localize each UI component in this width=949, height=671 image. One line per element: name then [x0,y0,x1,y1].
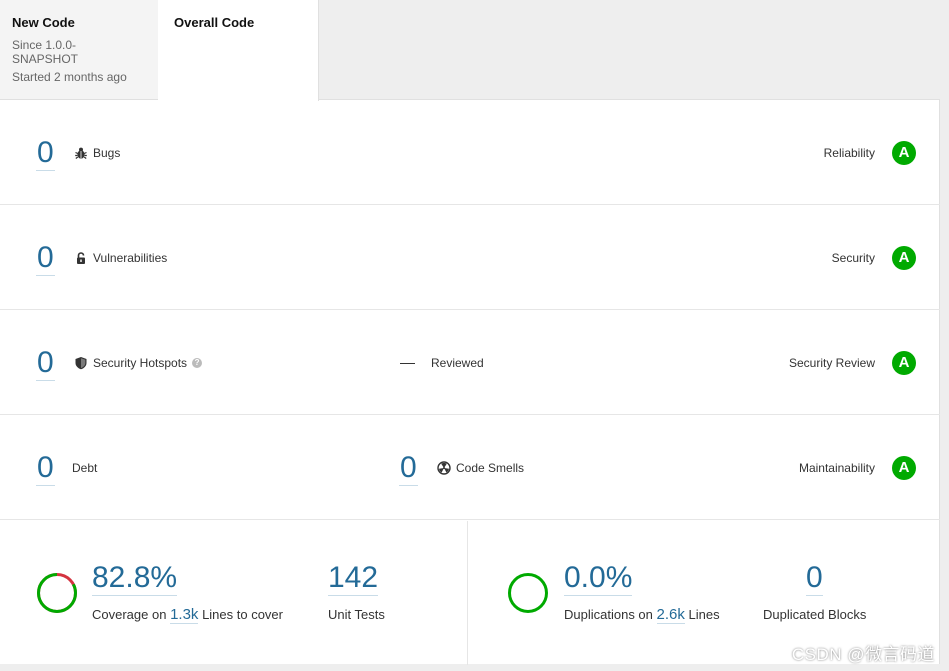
bugs-metric: Bugs [74,146,120,160]
vulnerabilities-label: Vulnerabilities [93,251,168,265]
coverage-percent[interactable]: 82.8% [92,561,178,596]
security-hotspots-count[interactable]: 0 [36,346,55,381]
security-hotspots-row: 0 Security Hotspots ? Reviewed Security … [0,310,940,415]
duplications-section: 0.0% Duplications on 2.6k Lines 0 Duplic… [468,521,940,665]
duplications-label-prefix: Duplications on [564,607,653,622]
duplicated-blocks-count[interactable]: 0 [806,561,823,596]
duplications-donut-chart [508,573,548,613]
vulnerabilities-row: 0 Vulnerabilities Security A [0,205,940,310]
bug-icon [74,146,90,160]
maintainability-label: Maintainability [798,461,875,475]
tab-new-code-started: Started 2 months ago [12,70,127,84]
reviewed-label: Reviewed [431,356,484,370]
bugs-row: 0 Bugs Reliability A [0,100,940,205]
duplications-caption: Duplications on 2.6k Lines [564,606,720,624]
code-smells-count[interactable]: 0 [399,451,418,486]
duplicated-blocks-label: Duplicated Blocks [763,607,867,622]
security-label: Security [831,251,875,265]
duplications-label-suffix: Lines [688,607,720,622]
help-icon[interactable]: ? [192,358,203,368]
tab-overall-code[interactable]: Overall Code [158,0,319,101]
reliability-label: Reliability [823,146,875,160]
code-smells-label: Code Smells [456,461,525,475]
security-rating-badge[interactable]: A [892,246,916,270]
reliability-rating-badge[interactable]: A [892,141,916,165]
reviewed-value-dash [400,363,415,364]
shield-icon [74,356,90,370]
tab-new-code[interactable]: New Code Since 1.0.0-SNAPSHOT Started 2 … [0,0,158,100]
unit-tests-label: Unit Tests [328,607,385,622]
code-period-tabs: New Code Since 1.0.0-SNAPSHOT Started 2 … [0,0,949,101]
security-review-rating-badge[interactable]: A [892,351,916,375]
tab-new-code-since: Since 1.0.0-SNAPSHOT [12,38,79,66]
coverage-section: 82.8% Coverage on 1.3k Lines to cover 14… [0,521,468,665]
vulnerabilities-count[interactable]: 0 [36,241,55,276]
security-hotspots-metric: Security Hotspots ? [74,356,203,370]
coverage-caption: Coverage on 1.3k Lines to cover [92,606,283,624]
lock-icon [74,251,90,265]
tab-new-code-title: New Code [12,15,75,30]
bugs-label: Bugs [93,146,121,160]
unit-tests-count[interactable]: 142 [328,561,379,596]
code-smell-icon [437,461,453,475]
duplications-percent[interactable]: 0.0% [564,561,633,596]
debt-label: Debt [72,461,98,475]
overview-panel: 0 Bugs Reliability A 0 Vulnerabilities S… [0,99,940,665]
maintainability-rating-badge[interactable]: A [892,456,916,480]
coverage-duplications-section: 82.8% Coverage on 1.3k Lines to cover 14… [0,521,940,665]
bugs-count[interactable]: 0 [36,136,55,171]
watermark: CSDN @微言码道 [791,645,935,664]
duplicated-lines-link[interactable]: 2.6k [656,606,685,624]
coverage-label-suffix: Lines to cover [202,607,283,622]
coverage-label-prefix: Coverage on [92,607,167,622]
vulnerabilities-metric: Vulnerabilities [74,251,167,265]
maintainability-row: 0 Debt 0 Code Smells Maintainability A [0,415,940,520]
coverage-donut-chart [37,573,77,613]
debt-value[interactable]: 0 [36,451,55,486]
security-review-label: Security Review [788,356,875,370]
security-hotspots-label: Security Hotspots [93,356,188,370]
code-smells-metric: Code Smells [437,461,524,475]
tab-overall-code-title: Overall Code [174,15,255,30]
lines-to-cover-link[interactable]: 1.3k [170,606,199,624]
